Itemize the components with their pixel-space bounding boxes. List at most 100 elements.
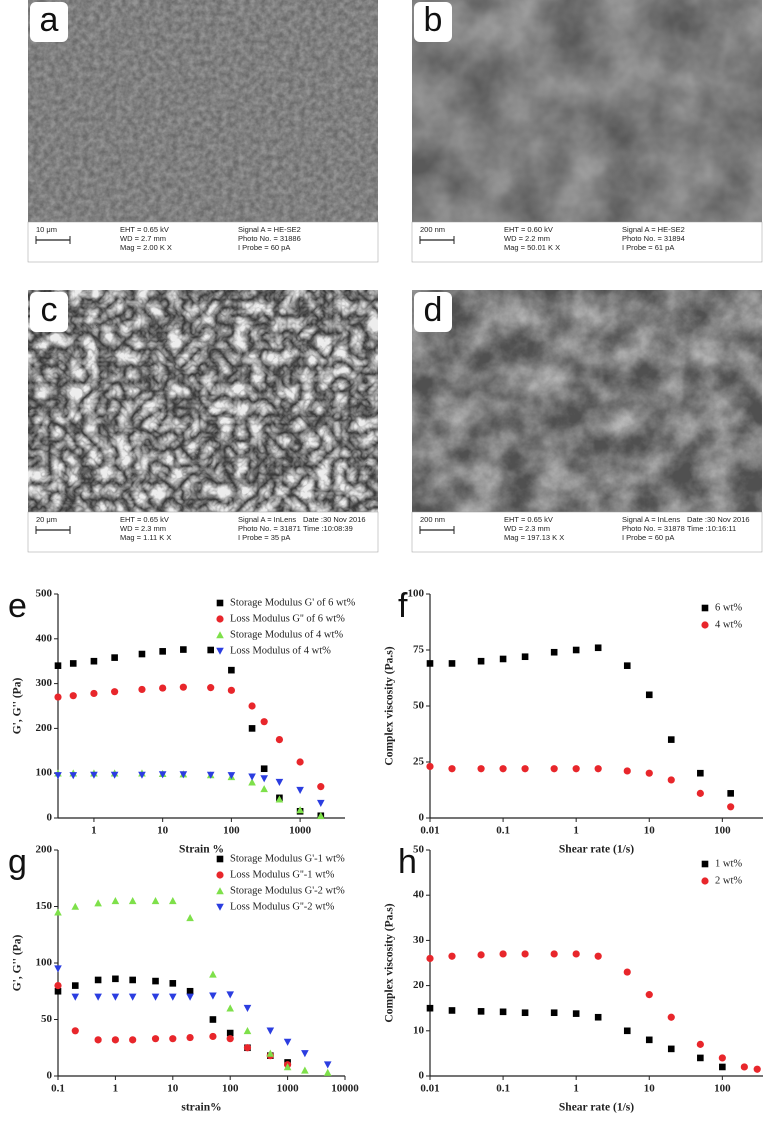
y-tick-label: 100 <box>36 957 53 969</box>
x-axis-label: Strain % <box>179 844 224 856</box>
info-text: Time :10:08:39 <box>303 524 353 533</box>
chart-letter: g <box>8 843 27 881</box>
scale-label: 10 μm <box>36 225 57 234</box>
point <box>129 976 136 984</box>
scale-label: 200 nm <box>420 515 445 524</box>
point <box>426 762 434 771</box>
point <box>228 666 235 674</box>
point <box>477 951 485 959</box>
x-tick-label: 0.1 <box>51 1083 65 1095</box>
point <box>719 1063 726 1071</box>
point <box>572 950 580 958</box>
point <box>94 993 102 1001</box>
x-tick-label: 0.01 <box>420 1083 439 1095</box>
point <box>426 1004 434 1012</box>
point <box>275 778 284 786</box>
point <box>727 803 735 811</box>
legend-marker <box>216 631 224 639</box>
y-tick-label: 100 <box>36 767 53 779</box>
point <box>180 646 187 653</box>
legend-marker <box>701 621 709 629</box>
legend-marker <box>701 604 709 612</box>
info-text: WD = 2.3 mm <box>504 524 550 533</box>
point <box>179 683 187 691</box>
point <box>275 736 284 744</box>
point <box>275 795 284 803</box>
sem-texture <box>412 0 762 222</box>
legend-label: Storage Modulus G'-2 wt% <box>230 885 345 896</box>
point <box>301 1050 309 1058</box>
point <box>572 765 580 773</box>
scale-label: 20 μm <box>36 515 57 524</box>
point <box>151 993 160 1001</box>
x-tick-label: 0.1 <box>496 825 510 837</box>
info-text: Date :30 Nov 2016 <box>303 515 366 524</box>
point <box>128 993 137 1001</box>
point <box>550 950 558 958</box>
y-axis-label: Complex viscosity (Pa.s) <box>384 646 396 765</box>
point <box>54 965 62 973</box>
chart-letter: f <box>398 587 408 625</box>
point <box>260 785 268 793</box>
point <box>572 646 580 654</box>
info-text: Signal A = InLens <box>622 515 680 524</box>
point <box>323 1061 332 1069</box>
label-box <box>414 2 452 42</box>
label-box <box>30 292 68 332</box>
x-tick-label: 1 <box>113 1083 119 1095</box>
info-text: Mag = 50.01 K X <box>504 243 560 252</box>
y-tick-label: 50 <box>413 700 425 712</box>
x-tick-label: 10000 <box>331 1083 359 1095</box>
legend-marker <box>216 599 224 607</box>
point <box>186 1033 194 1042</box>
info-text: EHT = 0.65 kV <box>120 515 169 524</box>
point <box>266 1027 275 1035</box>
point <box>623 767 631 775</box>
point <box>667 1045 675 1053</box>
point <box>69 660 77 667</box>
point <box>206 771 215 779</box>
legend-label: Loss Modulus G''-2 wt% <box>230 901 335 912</box>
point <box>316 799 325 808</box>
info-text: EHT = 0.60 kV <box>504 225 553 234</box>
point <box>521 950 529 958</box>
point <box>623 662 631 669</box>
y-tick-label: 400 <box>36 632 53 644</box>
x-tick-label: 100 <box>714 1083 731 1095</box>
panel-letter: b <box>424 1 443 39</box>
point <box>550 1009 558 1017</box>
point <box>111 1036 119 1044</box>
x-tick-label: 0.01 <box>420 825 439 837</box>
info-text: Signal A = HE-SE2 <box>238 225 301 234</box>
point <box>623 968 631 976</box>
point <box>227 772 236 780</box>
info-text: Photo No. = 31886 <box>238 234 301 243</box>
point <box>169 1035 177 1043</box>
sem-texture <box>412 290 762 512</box>
point <box>645 1036 653 1044</box>
legend-label: Loss Modulus G''-1 wt% <box>230 869 335 880</box>
point <box>111 993 120 1001</box>
point <box>169 993 177 1001</box>
point <box>248 702 256 710</box>
point <box>138 771 146 779</box>
y-axis-label: G', G'' (Pa) <box>12 935 24 992</box>
info-text: WD = 2.2 mm <box>504 234 550 243</box>
info-text: Signal A = InLens <box>238 515 296 524</box>
y-tick-label: 0 <box>419 1070 425 1082</box>
point <box>448 765 456 773</box>
info-text: EHT = 0.65 kV <box>120 225 169 234</box>
point <box>645 691 653 699</box>
x-tick-label: 1 <box>573 825 579 837</box>
legend-marker <box>216 887 224 895</box>
point <box>226 1035 234 1043</box>
point <box>426 660 434 667</box>
legend-label: 4 wt% <box>715 619 742 630</box>
point <box>94 1036 102 1044</box>
point <box>316 811 325 820</box>
point <box>71 902 80 910</box>
point <box>54 908 62 916</box>
point <box>550 765 558 773</box>
